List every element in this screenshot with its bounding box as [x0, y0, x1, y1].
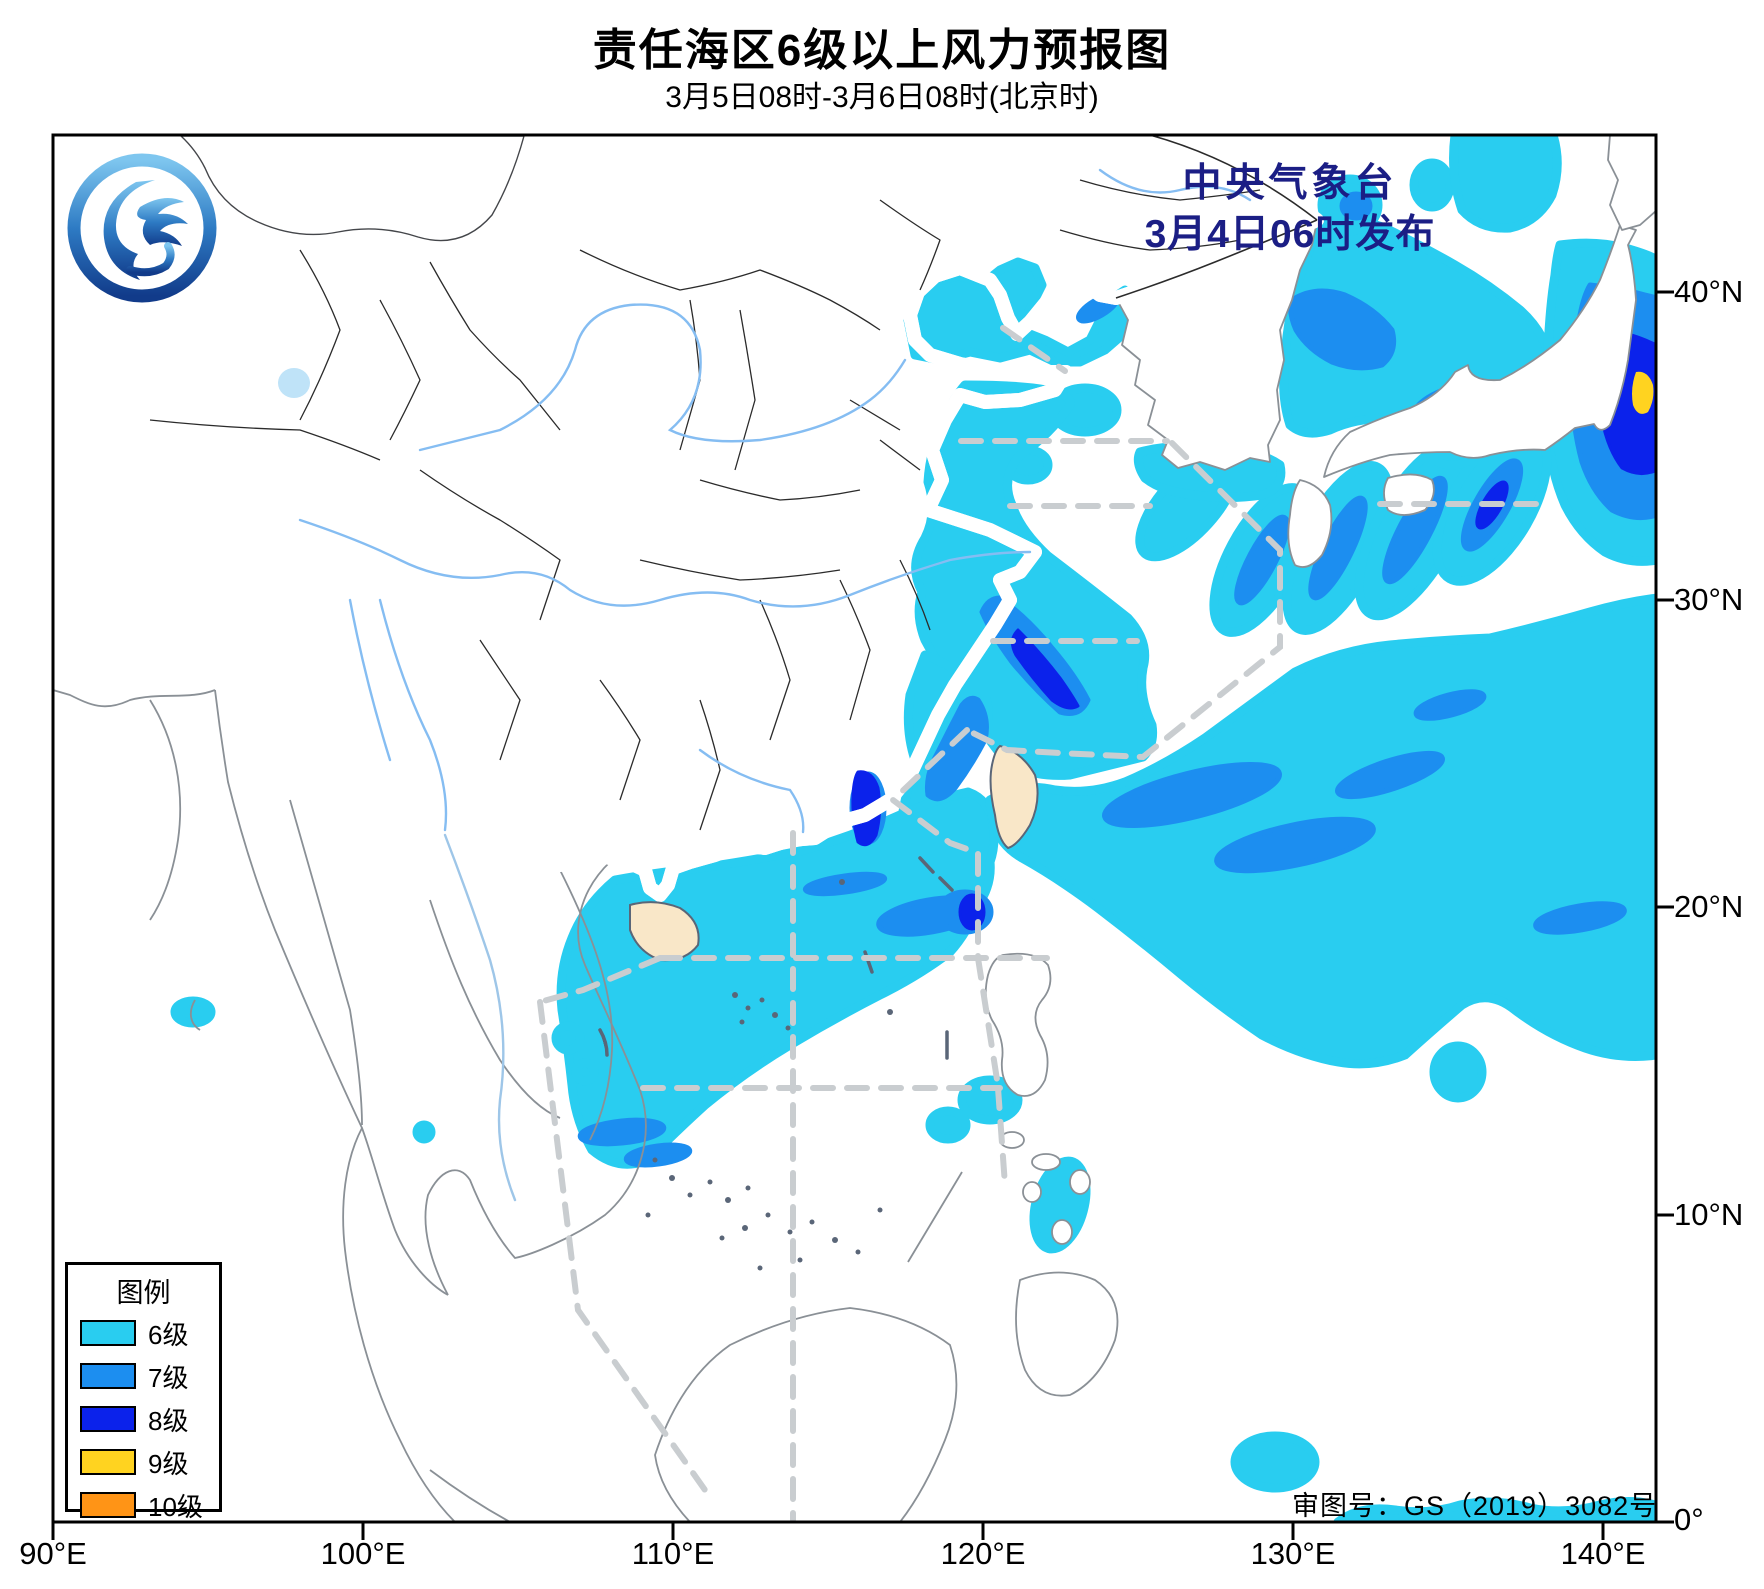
legend-label-level8: 8级 [148, 1405, 189, 1436]
map-frame [51, 133, 1658, 1524]
x-tick-label: 130°E [1250, 1536, 1336, 1571]
province-borders [149, 135, 1318, 831]
island-dots [645, 879, 893, 1271]
publisher-name: 中央气象台 [1182, 162, 1398, 205]
legend-item: 6级 [80, 1313, 219, 1353]
cma-logo-icon [67, 153, 217, 303]
legend-label-level9: 9级 [148, 1448, 189, 1479]
y-tick-label: 30°N [1674, 582, 1744, 617]
legend-label-level7: 7级 [148, 1362, 189, 1393]
qinghai-lake [278, 368, 310, 398]
publish-time: 3月4日06时发布 [1144, 213, 1436, 257]
southeast-asia-borders [53, 689, 963, 1522]
longitude-ticks [51, 1522, 1605, 1540]
map-approval-number: 审图号：GS（2019）3082号 [1292, 1491, 1658, 1521]
legend-swatch-level7 [80, 1363, 136, 1389]
legend-label-level6: 6级 [148, 1319, 189, 1350]
y-tick-label: 20°N [1674, 889, 1744, 924]
x-tick-label: 110°E [631, 1536, 715, 1571]
legend-title: 图例 [116, 1278, 171, 1308]
publisher-block: 中央气象台 3月4日06时发布 [1100, 158, 1480, 261]
legend-swatch-level6 [80, 1320, 136, 1346]
legend: 图例 6级 7级 8级 9级 10级 [65, 1262, 222, 1522]
legend-item: 8级 [80, 1399, 219, 1439]
x-tick-label: 90°E [19, 1536, 87, 1571]
x-tick-label: 140°E [1560, 1536, 1646, 1571]
y-tick-label: 10°N [1674, 1197, 1744, 1232]
legend-swatch-level9 [80, 1449, 136, 1475]
latitude-ticks [1656, 290, 1674, 1524]
x-tick-label: 120°E [940, 1536, 1026, 1571]
legend-swatch-level8 [80, 1406, 136, 1432]
legend-item: 7级 [80, 1356, 219, 1396]
legend-item: 9级 [80, 1442, 219, 1482]
y-tick-label: 40°N [1674, 274, 1744, 309]
page-subtitle: 3月5日08时-3月6日08时(北京时) [665, 81, 1099, 114]
page-title: 责任海区6级以上风力预报图 [592, 26, 1172, 75]
rivers [298, 168, 1252, 1202]
undefined-boundary-marks [598, 856, 954, 1060]
y-tick-label: 0° [1674, 1502, 1704, 1537]
x-tick-label: 100°E [320, 1536, 406, 1571]
legend-label-level10: 10级 [148, 1491, 203, 1522]
wind-zone-level9 [1632, 371, 1654, 414]
legend-swatch-level10 [80, 1492, 136, 1518]
legend-item: 10级 [80, 1485, 219, 1525]
sea-boundary-dashed-lines [537, 325, 1541, 1522]
